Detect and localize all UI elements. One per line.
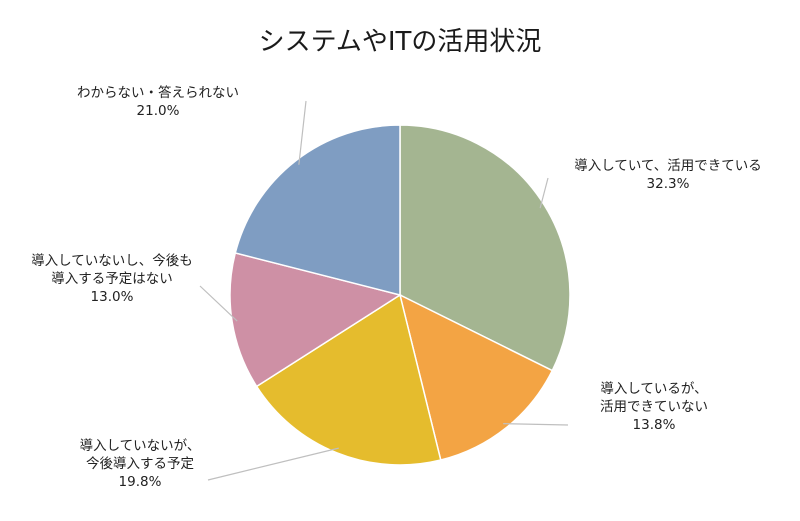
slice-percent: 19.8% <box>119 474 162 490</box>
pie-slice-2 <box>398 293 554 461</box>
slice-label-line: 導入していないし、今後も <box>31 253 193 269</box>
leader-line-3 <box>207 447 339 481</box>
pie-slice-4 <box>229 252 402 388</box>
slice-label-line: わからない・答えられない <box>77 84 239 101</box>
slice-label-4: 導入していないし、今後も導入する予定はない 13.0% <box>31 253 193 305</box>
leader-line-5 <box>298 100 307 165</box>
pie-slice-3 <box>255 293 442 466</box>
leader-line-2 <box>503 423 569 426</box>
slice-label-line: 導入する予定はない <box>51 271 173 287</box>
slice-label-line: 活用できていない <box>600 399 708 415</box>
leader-line-4 <box>199 285 238 322</box>
slice-label-1: 導入していて、活用できている 32.3% <box>574 158 762 192</box>
slice-label-line: 今後導入する予定 <box>86 456 194 472</box>
pie-slice-5 <box>234 124 401 296</box>
slice-label-2: 導入しているが、活用できていない 13.8% <box>600 381 708 433</box>
slice-percent: 13.8% <box>633 417 676 433</box>
slice-percent: 21.0% <box>137 103 180 119</box>
slice-label-5: わからない・答えられない 21.0% <box>77 84 239 119</box>
slice-label-3: 導入していないが、今後導入する予定 19.8% <box>80 438 201 490</box>
slice-label-line: 導入していないが、 <box>80 438 201 454</box>
slice-label-line: 導入しているが、 <box>600 381 707 397</box>
pie-slice-1 <box>399 124 571 372</box>
slice-label-line: 導入していて、活用できている <box>574 158 762 174</box>
slice-percent: 13.0% <box>91 289 134 305</box>
slice-percent: 32.3% <box>647 176 690 192</box>
chart-title: システムやITの活用状況 <box>259 27 542 57</box>
leader-line-1 <box>539 177 549 209</box>
